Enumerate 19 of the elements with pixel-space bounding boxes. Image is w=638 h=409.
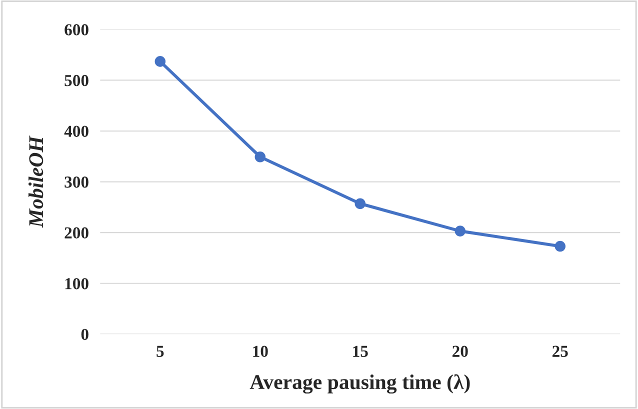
y-axis-title: MobileOH	[28, 136, 44, 228]
y-tick-label: 500	[64, 74, 88, 86]
x-tick-label: 20	[452, 346, 468, 357]
point	[254, 152, 266, 162]
point	[554, 240, 566, 252]
y-tick-label: 400	[64, 126, 88, 137]
point	[354, 198, 366, 210]
y-tick-label: 200	[64, 227, 88, 239]
x-axis-title: Average pausing time (λ)	[250, 374, 470, 394]
x-tick-label: 15	[353, 346, 368, 357]
y-tick-label: 0	[81, 328, 88, 340]
point	[454, 226, 466, 236]
x-tick-label: 25	[552, 346, 568, 357]
x-tick-label: 10	[253, 346, 268, 357]
point	[154, 56, 166, 67]
y-tick-label: 600	[64, 24, 88, 36]
y-tick-label: 300	[64, 176, 88, 188]
x-tick-label: 5	[156, 346, 164, 357]
y-tick-label: 100	[65, 278, 88, 290]
